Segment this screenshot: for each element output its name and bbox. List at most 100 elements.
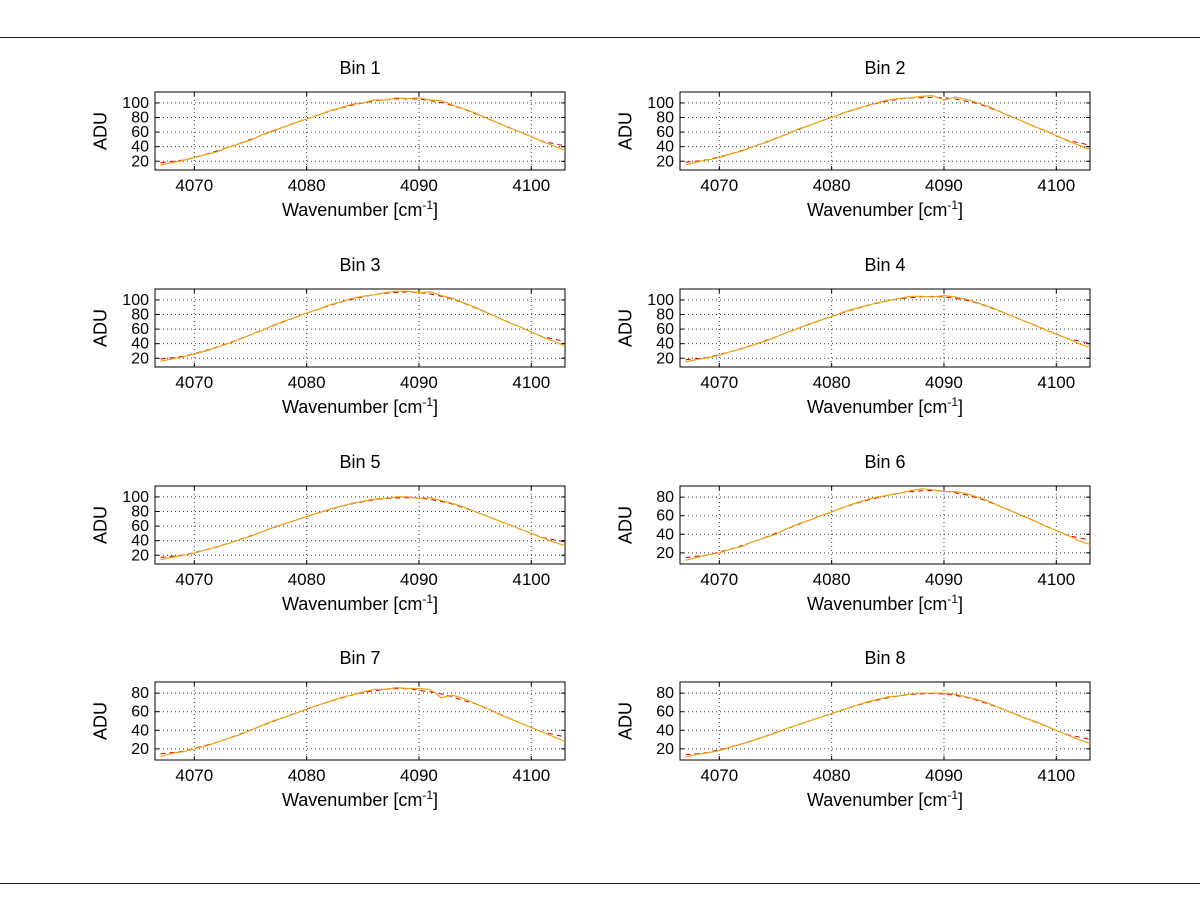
plot-title: Bin 3 bbox=[339, 255, 381, 275]
x-axis-label: Wavenumber [cm-1] bbox=[155, 592, 565, 615]
plot-title: Bin 2 bbox=[864, 58, 906, 78]
y-tick-label: 80 bbox=[656, 307, 674, 324]
x-axis-label-text: Wavenumber [cm bbox=[806, 397, 948, 417]
y-tick-label: 80 bbox=[656, 489, 674, 506]
data-series-line bbox=[685, 692, 1091, 758]
y-tick-label: 20 bbox=[131, 153, 149, 170]
x-axis-label-bracket: ] bbox=[433, 200, 439, 220]
y-tick-label: 60 bbox=[656, 321, 674, 338]
x-tick-label: 4090 bbox=[925, 570, 963, 589]
x-tick-label: 4090 bbox=[925, 176, 963, 195]
y-tick-label: 60 bbox=[131, 124, 149, 141]
y-tick-label: 40 bbox=[131, 139, 149, 156]
y-tick-label: 40 bbox=[656, 722, 674, 739]
x-tick-label: 4070 bbox=[175, 570, 213, 589]
plot-title: Bin 5 bbox=[339, 452, 381, 472]
x-tick-label: 4100 bbox=[512, 176, 550, 195]
x-tick-label: 4080 bbox=[813, 570, 851, 589]
fit-line bbox=[160, 497, 566, 558]
x-axis-label: Wavenumber [cm-1] bbox=[680, 592, 1090, 615]
x-tick-label: 4100 bbox=[512, 766, 550, 785]
x-tick-label: 4100 bbox=[1037, 176, 1075, 195]
data-series-line bbox=[160, 290, 566, 362]
x-tick-label: 4070 bbox=[175, 176, 213, 195]
x-tick-label: 4070 bbox=[700, 766, 738, 785]
fit-line bbox=[160, 688, 566, 755]
x-axis-label-superscript: -1 bbox=[947, 788, 959, 802]
x-axis-label-bracket: ] bbox=[433, 594, 439, 614]
x-tick-label: 4070 bbox=[175, 766, 213, 785]
subplot-bin-2: Bin 2 ADU 4070 4080 4090 4100 20 40 60 80 100 Wa… bbox=[605, 56, 1095, 232]
x-axis-label-superscript: -1 bbox=[947, 198, 959, 212]
y-tick-label: 100 bbox=[122, 292, 149, 309]
x-axis-label-superscript: -1 bbox=[422, 592, 434, 606]
x-tick-label: 4080 bbox=[813, 176, 851, 195]
x-axis-label-text: Wavenumber [cm bbox=[281, 594, 423, 614]
fit-line bbox=[685, 295, 1091, 361]
x-tick-label: 4070 bbox=[700, 373, 738, 392]
x-axis-label: Wavenumber [cm-1] bbox=[155, 395, 565, 418]
x-tick-label: 4080 bbox=[288, 570, 326, 589]
y-tick-label: 60 bbox=[131, 321, 149, 338]
x-tick-label: 4090 bbox=[400, 570, 438, 589]
x-tick-label: 4080 bbox=[813, 766, 851, 785]
x-tick-label: 4100 bbox=[1037, 570, 1075, 589]
axes-box bbox=[154, 681, 566, 761]
fit-line bbox=[160, 98, 566, 164]
y-tick-label: 40 bbox=[656, 336, 674, 353]
subplot-bin-4: Bin 4 ADU 4070 4080 4090 4100 20 40 60 80 100 Wa… bbox=[605, 253, 1095, 429]
subplot-bin-3: Bin 3 ADU 4070 4080 4090 4100 20 40 60 80 100 Wa… bbox=[80, 253, 570, 429]
fit-line bbox=[685, 692, 1091, 756]
y-tick-label: 60 bbox=[131, 518, 149, 535]
y-tick-label: 20 bbox=[131, 350, 149, 367]
subplot-bin-8: Bin 8 ADU 4070 4080 4090 4100 20 40 60 80 Waven… bbox=[605, 646, 1095, 822]
x-tick-label: 4100 bbox=[512, 570, 550, 589]
data-series-line bbox=[685, 94, 1091, 166]
x-axis-label-text: Wavenumber [cm bbox=[281, 397, 423, 417]
figure-border-bottom bbox=[0, 883, 1200, 884]
y-tick-label: 80 bbox=[131, 110, 149, 127]
y-tick-label: 20 bbox=[131, 741, 149, 758]
y-tick-label: 20 bbox=[656, 153, 674, 170]
y-tick-label: 20 bbox=[131, 547, 149, 564]
subplot-bin-1: Bin 1 ADU 4070 4080 4090 4100 20 40 60 80 100 Wa… bbox=[80, 56, 570, 232]
data-series-line bbox=[685, 488, 1091, 561]
axes-box bbox=[679, 485, 1091, 565]
y-tick-label: 20 bbox=[656, 545, 674, 562]
x-tick-label: 4070 bbox=[700, 176, 738, 195]
y-tick-label: 80 bbox=[131, 504, 149, 521]
y-tick-label: 20 bbox=[656, 350, 674, 367]
x-axis-label-text: Wavenumber [cm bbox=[806, 594, 948, 614]
axes-box bbox=[154, 288, 566, 368]
x-tick-label: 4080 bbox=[288, 176, 326, 195]
data-series-line bbox=[160, 686, 566, 757]
x-axis-label-bracket: ] bbox=[958, 594, 964, 614]
x-tick-label: 4080 bbox=[813, 373, 851, 392]
y-tick-label: 40 bbox=[131, 722, 149, 739]
x-axis-label-text: Wavenumber [cm bbox=[281, 790, 423, 810]
y-tick-label: 100 bbox=[122, 95, 149, 112]
y-tick-label: 80 bbox=[656, 110, 674, 127]
subplot-bin-5: Bin 5 ADU 4070 4080 4090 4100 20 40 60 80 100 Wa… bbox=[80, 450, 570, 626]
axes-box bbox=[154, 91, 566, 171]
x-tick-label: 4080 bbox=[288, 373, 326, 392]
y-tick-label: 60 bbox=[131, 704, 149, 721]
x-axis-label-superscript: -1 bbox=[422, 198, 434, 212]
figure-border-top bbox=[0, 37, 1200, 38]
x-axis-label: Wavenumber [cm-1] bbox=[680, 788, 1090, 811]
subplot-bin-6: Bin 6 ADU 4070 4080 4090 4100 20 40 60 80 Waven… bbox=[605, 450, 1095, 626]
y-tick-label: 60 bbox=[656, 508, 674, 525]
x-tick-label: 4070 bbox=[700, 570, 738, 589]
subplot-bin-7: Bin 7 ADU 4070 4080 4090 4100 20 40 60 80 Waven… bbox=[80, 646, 570, 822]
y-tick-label: 60 bbox=[656, 124, 674, 141]
x-axis-label-bracket: ] bbox=[433, 790, 439, 810]
y-tick-label: 20 bbox=[656, 741, 674, 758]
x-tick-label: 4100 bbox=[1037, 766, 1075, 785]
x-axis-label-bracket: ] bbox=[958, 790, 964, 810]
